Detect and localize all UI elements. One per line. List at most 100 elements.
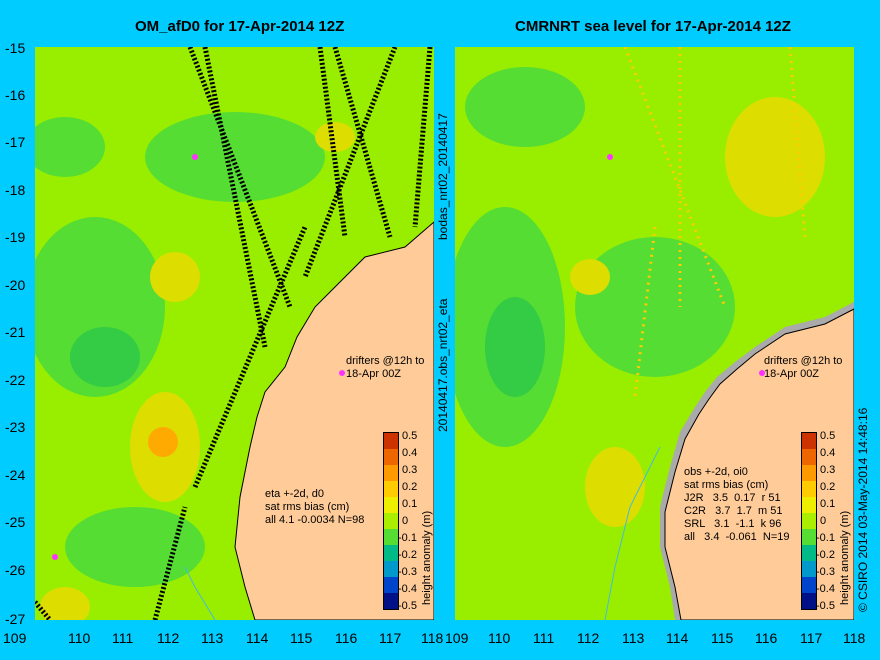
positive-anomaly-peak bbox=[148, 427, 178, 457]
x-tick-label: 112 bbox=[157, 630, 180, 646]
y-tick-label: -22 bbox=[5, 372, 26, 388]
left-map-canvas bbox=[35, 47, 434, 620]
colorbar-title: height anomaly (m) bbox=[839, 510, 851, 605]
drifter-label-left: drifters @12h to 18-Apr 00Z bbox=[346, 355, 424, 381]
colorbar-tick-label: -0.4 bbox=[398, 583, 417, 595]
x-tick-label: 112 bbox=[577, 630, 600, 646]
positive-anomaly-region bbox=[725, 97, 825, 217]
stats-line: sat rms bias (cm) bbox=[265, 501, 350, 513]
colorbar-swatch bbox=[384, 465, 398, 481]
x-tick-label: 115 bbox=[711, 630, 734, 646]
negative-anomaly-region bbox=[465, 67, 585, 147]
colorbar-swatch bbox=[384, 433, 398, 449]
colorbar-swatch bbox=[384, 545, 398, 561]
drifter-marker bbox=[339, 370, 345, 376]
obs-file-label: 20140417.obs_nrt02_eta bbox=[436, 298, 450, 432]
drifter-marker bbox=[192, 154, 198, 160]
right-map-canvas bbox=[455, 47, 854, 620]
negative-anomaly-region bbox=[35, 117, 105, 177]
obs-track bbox=[633, 226, 657, 398]
x-tick-label: 117 bbox=[800, 630, 823, 646]
satellite-track bbox=[302, 47, 398, 278]
y-tick-label: -26 bbox=[5, 562, 26, 578]
y-tick-label: -18 bbox=[5, 182, 26, 198]
colorbar-tick-label: -0.4 bbox=[816, 583, 835, 595]
x-tick-label: 109 bbox=[3, 630, 27, 646]
colorbar-swatch bbox=[384, 577, 398, 593]
colorbar-swatch bbox=[802, 497, 816, 513]
colorbar-swatch bbox=[384, 481, 398, 497]
x-tick-label: 116 bbox=[755, 630, 778, 646]
negative-anomaly-region bbox=[65, 507, 205, 587]
satellite-track bbox=[202, 47, 268, 348]
x-tick-label: 115 bbox=[290, 630, 313, 646]
x-tick-label: 111 bbox=[112, 630, 134, 646]
colorbar-swatch bbox=[802, 481, 816, 497]
y-tick-label: -21 bbox=[5, 324, 26, 340]
colorbar-tick-label: 0.5 bbox=[820, 430, 836, 442]
colorbar-tick-label: 0.1 bbox=[820, 498, 836, 510]
colorbar-tick-label: -0.5 bbox=[398, 600, 417, 612]
colorbar-tick-label: 0 bbox=[402, 515, 409, 527]
colorbar-tick-label: 0 bbox=[820, 515, 827, 527]
stats-line: SRL 3.1 -1.1 k 96 bbox=[684, 518, 782, 530]
stats-line: sat rms bias (cm) bbox=[684, 479, 769, 491]
left-map-title: OM_afD0 for 17-Apr-2014 12Z bbox=[135, 18, 345, 35]
left-colorbar bbox=[383, 432, 399, 610]
colorbar-swatch bbox=[802, 449, 816, 465]
shelf-contour bbox=[604, 446, 661, 620]
y-tick-label: -19 bbox=[5, 229, 26, 245]
y-tick-label: -17 bbox=[5, 134, 26, 150]
colorbar-swatch bbox=[802, 561, 816, 577]
shelf-contour bbox=[184, 566, 216, 620]
colorbar-tick-label: 0.2 bbox=[820, 481, 836, 493]
obs-markers bbox=[623, 47, 807, 398]
x-tick-label: 110 bbox=[68, 630, 91, 646]
stats-line: C2R 3.7 1.7 m 51 bbox=[684, 505, 783, 517]
colorbar-tick-label: -0.2 bbox=[398, 549, 417, 561]
drifter-marker bbox=[52, 554, 58, 560]
colorbar-swatch bbox=[384, 529, 398, 545]
stats-line: all 4.1 -0.0034 N=98 bbox=[265, 514, 365, 526]
colorbar-swatch bbox=[802, 513, 816, 529]
colorbar-tick-label: -0.5 bbox=[816, 600, 835, 612]
positive-anomaly-region bbox=[585, 447, 645, 527]
drifter-label-right: drifters @12h to 18-Apr 00Z bbox=[764, 355, 842, 381]
negative-anomaly-region bbox=[575, 237, 735, 377]
satellite-track bbox=[192, 226, 308, 488]
colorbar-tick-label: 0.1 bbox=[402, 498, 418, 510]
negative-anomaly-region bbox=[145, 112, 325, 202]
model-run-label: bodas_nrt02_20140417 bbox=[436, 113, 450, 240]
y-tick-label: -15 bbox=[5, 40, 26, 56]
satellite-track bbox=[332, 47, 393, 238]
x-tick-label: 118 bbox=[421, 630, 444, 646]
colorbar-swatch bbox=[384, 513, 398, 529]
colorbar-tick-label: -0.1 bbox=[816, 532, 835, 544]
stats-line: obs +-2d, oi0 bbox=[684, 466, 748, 478]
colorbar-swatch bbox=[384, 497, 398, 513]
left-stats-box: eta +-2d, d0 sat rms bias (cm) all 4.1 -… bbox=[265, 488, 364, 527]
colorbar-swatch bbox=[384, 561, 398, 577]
right-colorbar bbox=[801, 432, 817, 610]
drifter-marker bbox=[607, 154, 613, 160]
x-tick-label: 113 bbox=[622, 630, 645, 646]
stats-line: J2R 3.5 0.17 r 51 bbox=[684, 492, 781, 504]
x-tick-label: 114 bbox=[666, 630, 689, 646]
negative-anomaly-core bbox=[70, 327, 140, 387]
x-tick-label: 109 bbox=[445, 630, 469, 646]
colorbar-tick-label: -0.3 bbox=[398, 566, 417, 578]
drifter-marker bbox=[759, 370, 765, 376]
drifter-label-line: 18-Apr 00Z bbox=[346, 368, 402, 380]
colorbar-tick-label: 0.3 bbox=[820, 464, 836, 476]
positive-anomaly-region bbox=[150, 252, 200, 302]
right-map-panel bbox=[455, 47, 854, 620]
x-tick-label: 111 bbox=[533, 630, 555, 646]
colorbar-tick-label: 0.4 bbox=[820, 447, 836, 459]
colorbar-swatch bbox=[802, 577, 816, 593]
x-tick-label: 117 bbox=[379, 630, 402, 646]
y-tick-label: -20 bbox=[5, 277, 26, 293]
stats-line: eta +-2d, d0 bbox=[265, 488, 325, 500]
x-tick-label: 113 bbox=[201, 630, 224, 646]
colorbar-swatch bbox=[384, 449, 398, 465]
colorbar-tick-label: -0.2 bbox=[816, 549, 835, 561]
